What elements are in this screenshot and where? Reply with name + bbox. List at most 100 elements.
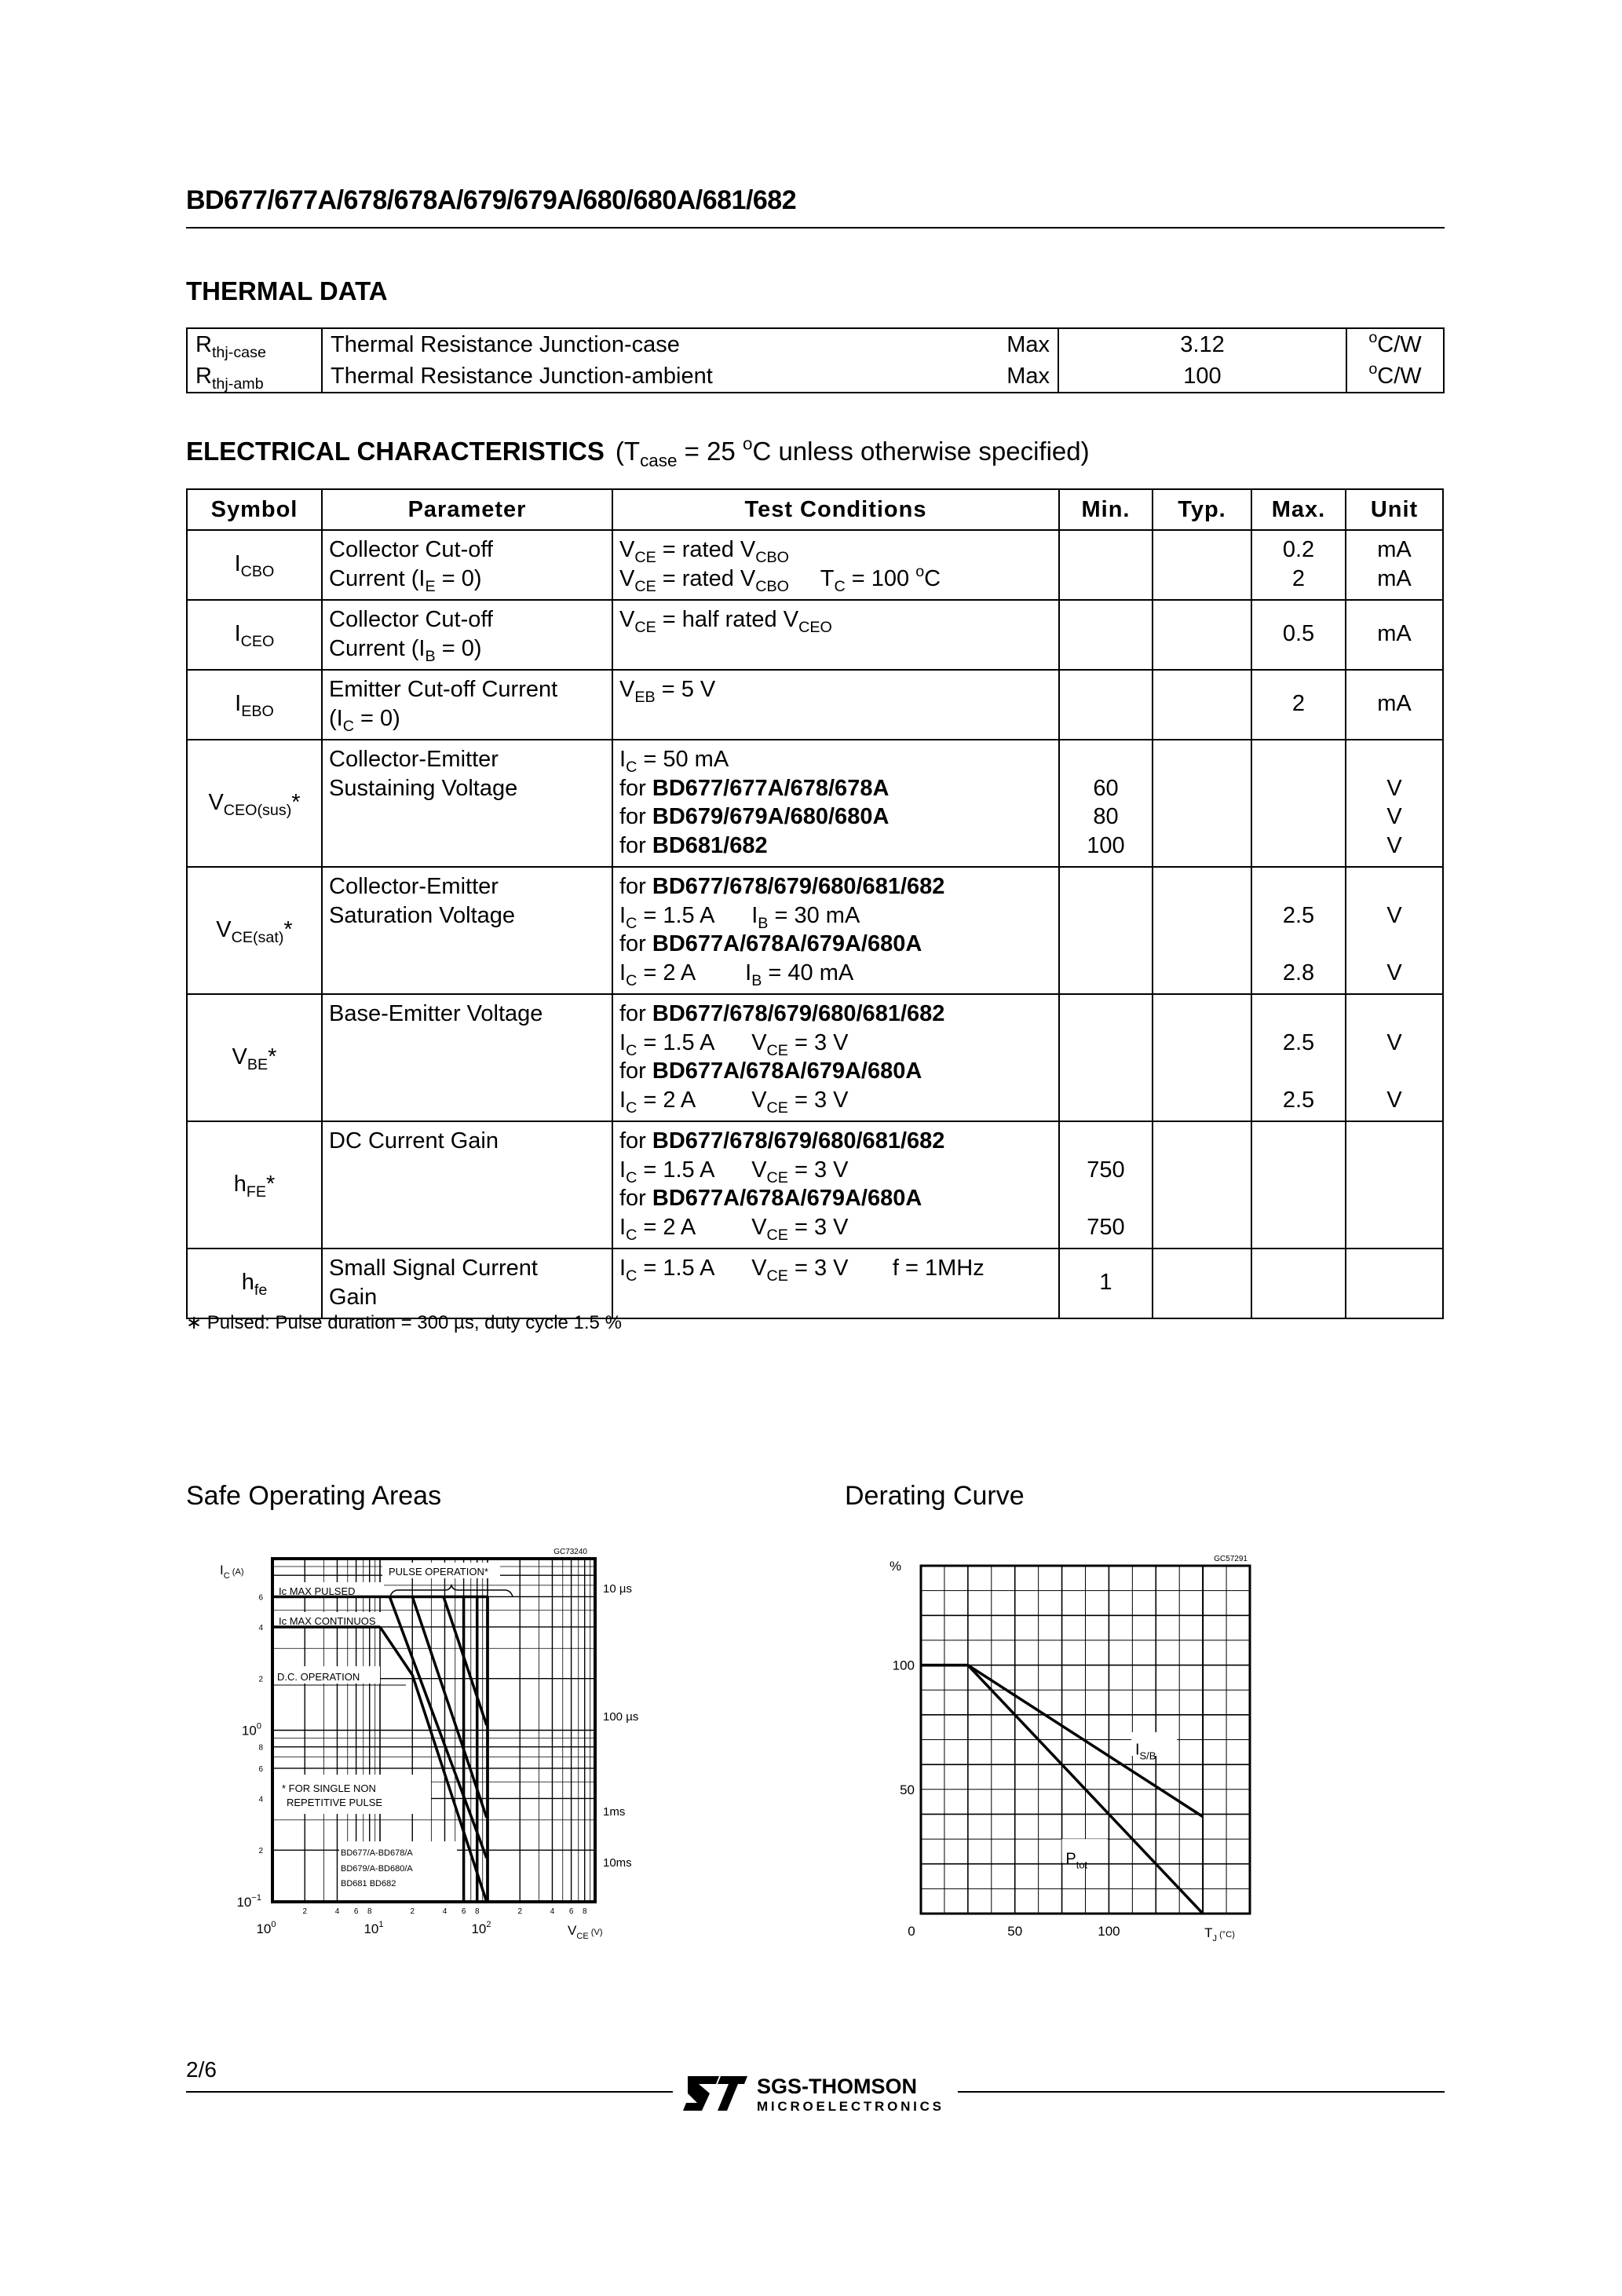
chart-code: GC57291 xyxy=(1214,1555,1248,1563)
max-cell xyxy=(1251,1121,1346,1249)
description: Thermal Resistance Junction-case xyxy=(331,332,680,357)
text-part: 4 xyxy=(335,1907,340,1916)
text-part: 10 µs xyxy=(603,1582,632,1596)
text-segment: = 3 V xyxy=(787,1087,849,1113)
unit-cell: oC/W xyxy=(1346,360,1445,393)
text-segment: I xyxy=(619,1157,627,1183)
text-segment: 80 xyxy=(1093,804,1119,829)
max-cell xyxy=(1251,739,1346,868)
x-major-tick-label: 101 xyxy=(363,1920,383,1936)
max-cell: 0.2 2 xyxy=(1251,529,1346,601)
subscript: B xyxy=(758,914,769,932)
text-part: 100 xyxy=(893,1658,915,1673)
text-segment: C/W xyxy=(1377,364,1422,389)
y-tick-label: 50 xyxy=(900,1782,915,1797)
text-segment: 100 xyxy=(1087,832,1125,858)
text-part: 10 xyxy=(363,1921,378,1936)
document-title: BD677/677A/678/678A/679/679A/680/680A/68… xyxy=(186,185,797,215)
text-segment: = rated V xyxy=(656,537,756,562)
x-minor-tick-label: 8 xyxy=(583,1907,587,1916)
text-part: −1 xyxy=(251,1893,261,1903)
brand-sub: MICROELECTRONICS xyxy=(757,2099,941,2114)
parameter-cell: DC Current Gain xyxy=(321,1121,613,1249)
derating-curve-chart: IS/B Ptot% 50 100 0 50 100 TJ (°C) GC57291 xyxy=(890,1555,1251,1943)
bold-text: BD681/682 xyxy=(652,832,768,858)
label-background xyxy=(274,1775,431,1814)
y-tick-label: 100 xyxy=(893,1658,915,1673)
text-segment: * xyxy=(283,916,293,942)
text-segment: for xyxy=(619,1186,652,1211)
text-part: T xyxy=(1204,1925,1212,1940)
table-row: VCEO(sus)* Collector-Emitter Sustaining Vo… xyxy=(186,739,1444,868)
isb-label: IS/B xyxy=(1135,1741,1156,1761)
unit-cell: mA xyxy=(1345,669,1444,740)
text-segment: for xyxy=(619,1058,652,1084)
text-line: IC = 2 A VCE = 3 V xyxy=(619,1213,1052,1244)
soa-chart-title: Safe Operating Areas xyxy=(186,1481,442,1511)
text-segment: I xyxy=(234,621,241,647)
text-segment: V xyxy=(1386,832,1402,858)
subscript: CEO xyxy=(240,633,275,651)
subscript: CE xyxy=(766,1226,788,1244)
footer-rule-right xyxy=(958,2091,1445,2093)
bold-text: BD677A/678A/679A/680A xyxy=(652,931,922,956)
text-line: VCE = rated VCBO TC = 100 oC xyxy=(619,564,1052,594)
bold-text: BD677A/678A/679A/680A xyxy=(652,1058,922,1084)
text-part: S/B xyxy=(1140,1749,1156,1761)
description-cell: Thermal Resistance Junction-case Max xyxy=(321,328,1059,360)
conditions-cell: VEB = 5 V xyxy=(612,669,1060,740)
text-segment: 2 xyxy=(1291,565,1306,591)
text-line: ICEO xyxy=(194,620,315,649)
electrical-characteristics-heading: ELECTRICAL CHARACTERISTICS (Tcase = 25 oC… xyxy=(186,435,1090,470)
label-background xyxy=(274,1666,380,1684)
text-segment: = 1.5 A V xyxy=(637,1157,767,1183)
table-row: VCE(sat)* Collector-Emitter Saturation Vol… xyxy=(186,866,1444,995)
subscript: EBO xyxy=(241,703,274,721)
text-segment: 2.8 xyxy=(1282,960,1315,985)
text-segment: C xyxy=(924,565,941,591)
conditions-cell: IC = 50 mA for BD677/677A/678/678A for BD6… xyxy=(612,739,1060,868)
symbol-cell: ICBO xyxy=(186,529,323,601)
subscript: thj-amb xyxy=(211,375,264,393)
footer-rule-left xyxy=(186,2091,673,2093)
text-part: 2 xyxy=(302,1907,307,1916)
text-segment: = 1.5 A V xyxy=(637,1256,767,1281)
text-part: Ic MAX PULSED xyxy=(279,1585,356,1597)
symbol-cell: VBE* xyxy=(186,993,323,1122)
text-segment: for xyxy=(619,832,652,858)
text-part: BD679/A-BD680/A xyxy=(341,1864,413,1874)
min-cell xyxy=(1058,669,1153,740)
column-header: Typ. xyxy=(1152,488,1252,531)
x-minor-tick-label: 4 xyxy=(443,1907,448,1916)
text-segment: (T xyxy=(615,437,641,466)
text-line: VBE* xyxy=(194,1043,315,1073)
text-segment: * xyxy=(291,789,301,815)
text-segment: for xyxy=(619,1001,652,1026)
text-segment: = half rated V xyxy=(656,607,799,632)
typ-cell xyxy=(1152,599,1252,671)
text-segment: h xyxy=(233,1171,247,1197)
text-line: Small Signal Current xyxy=(329,1254,605,1283)
typ-cell xyxy=(1152,1121,1252,1249)
label-background xyxy=(274,1582,384,1596)
text-line: V xyxy=(1353,1029,1436,1058)
x-minor-tick-label: 4 xyxy=(550,1907,555,1916)
column-header: Test Conditions xyxy=(612,488,1060,531)
qualifier: Max xyxy=(1006,364,1050,389)
text-segment: = 100 xyxy=(845,565,916,591)
text-line: 2 xyxy=(1259,565,1339,594)
text-segment: C/W xyxy=(1377,332,1422,357)
y-minor-tick-label: 4 xyxy=(258,1624,263,1632)
text-part: 10ms xyxy=(603,1856,632,1870)
bd677-label: BD677/A-BD678/A xyxy=(341,1848,413,1858)
text-segment: h xyxy=(241,1270,254,1296)
text-segment: = 40 mA xyxy=(762,960,854,985)
text-segment: 750 xyxy=(1087,1157,1125,1183)
text-segment: R xyxy=(195,364,212,389)
table-row: ICBO Collector Cut-off Current (IE = 0) VCE… xyxy=(186,529,1444,601)
text-line: Collector-Emitter xyxy=(329,872,605,901)
text-line: for BD677/677A/678/678A xyxy=(619,774,1052,803)
text-part: I xyxy=(220,1563,224,1578)
text-segment: for xyxy=(619,804,652,829)
text-line: Saturation Voltage xyxy=(329,901,605,930)
